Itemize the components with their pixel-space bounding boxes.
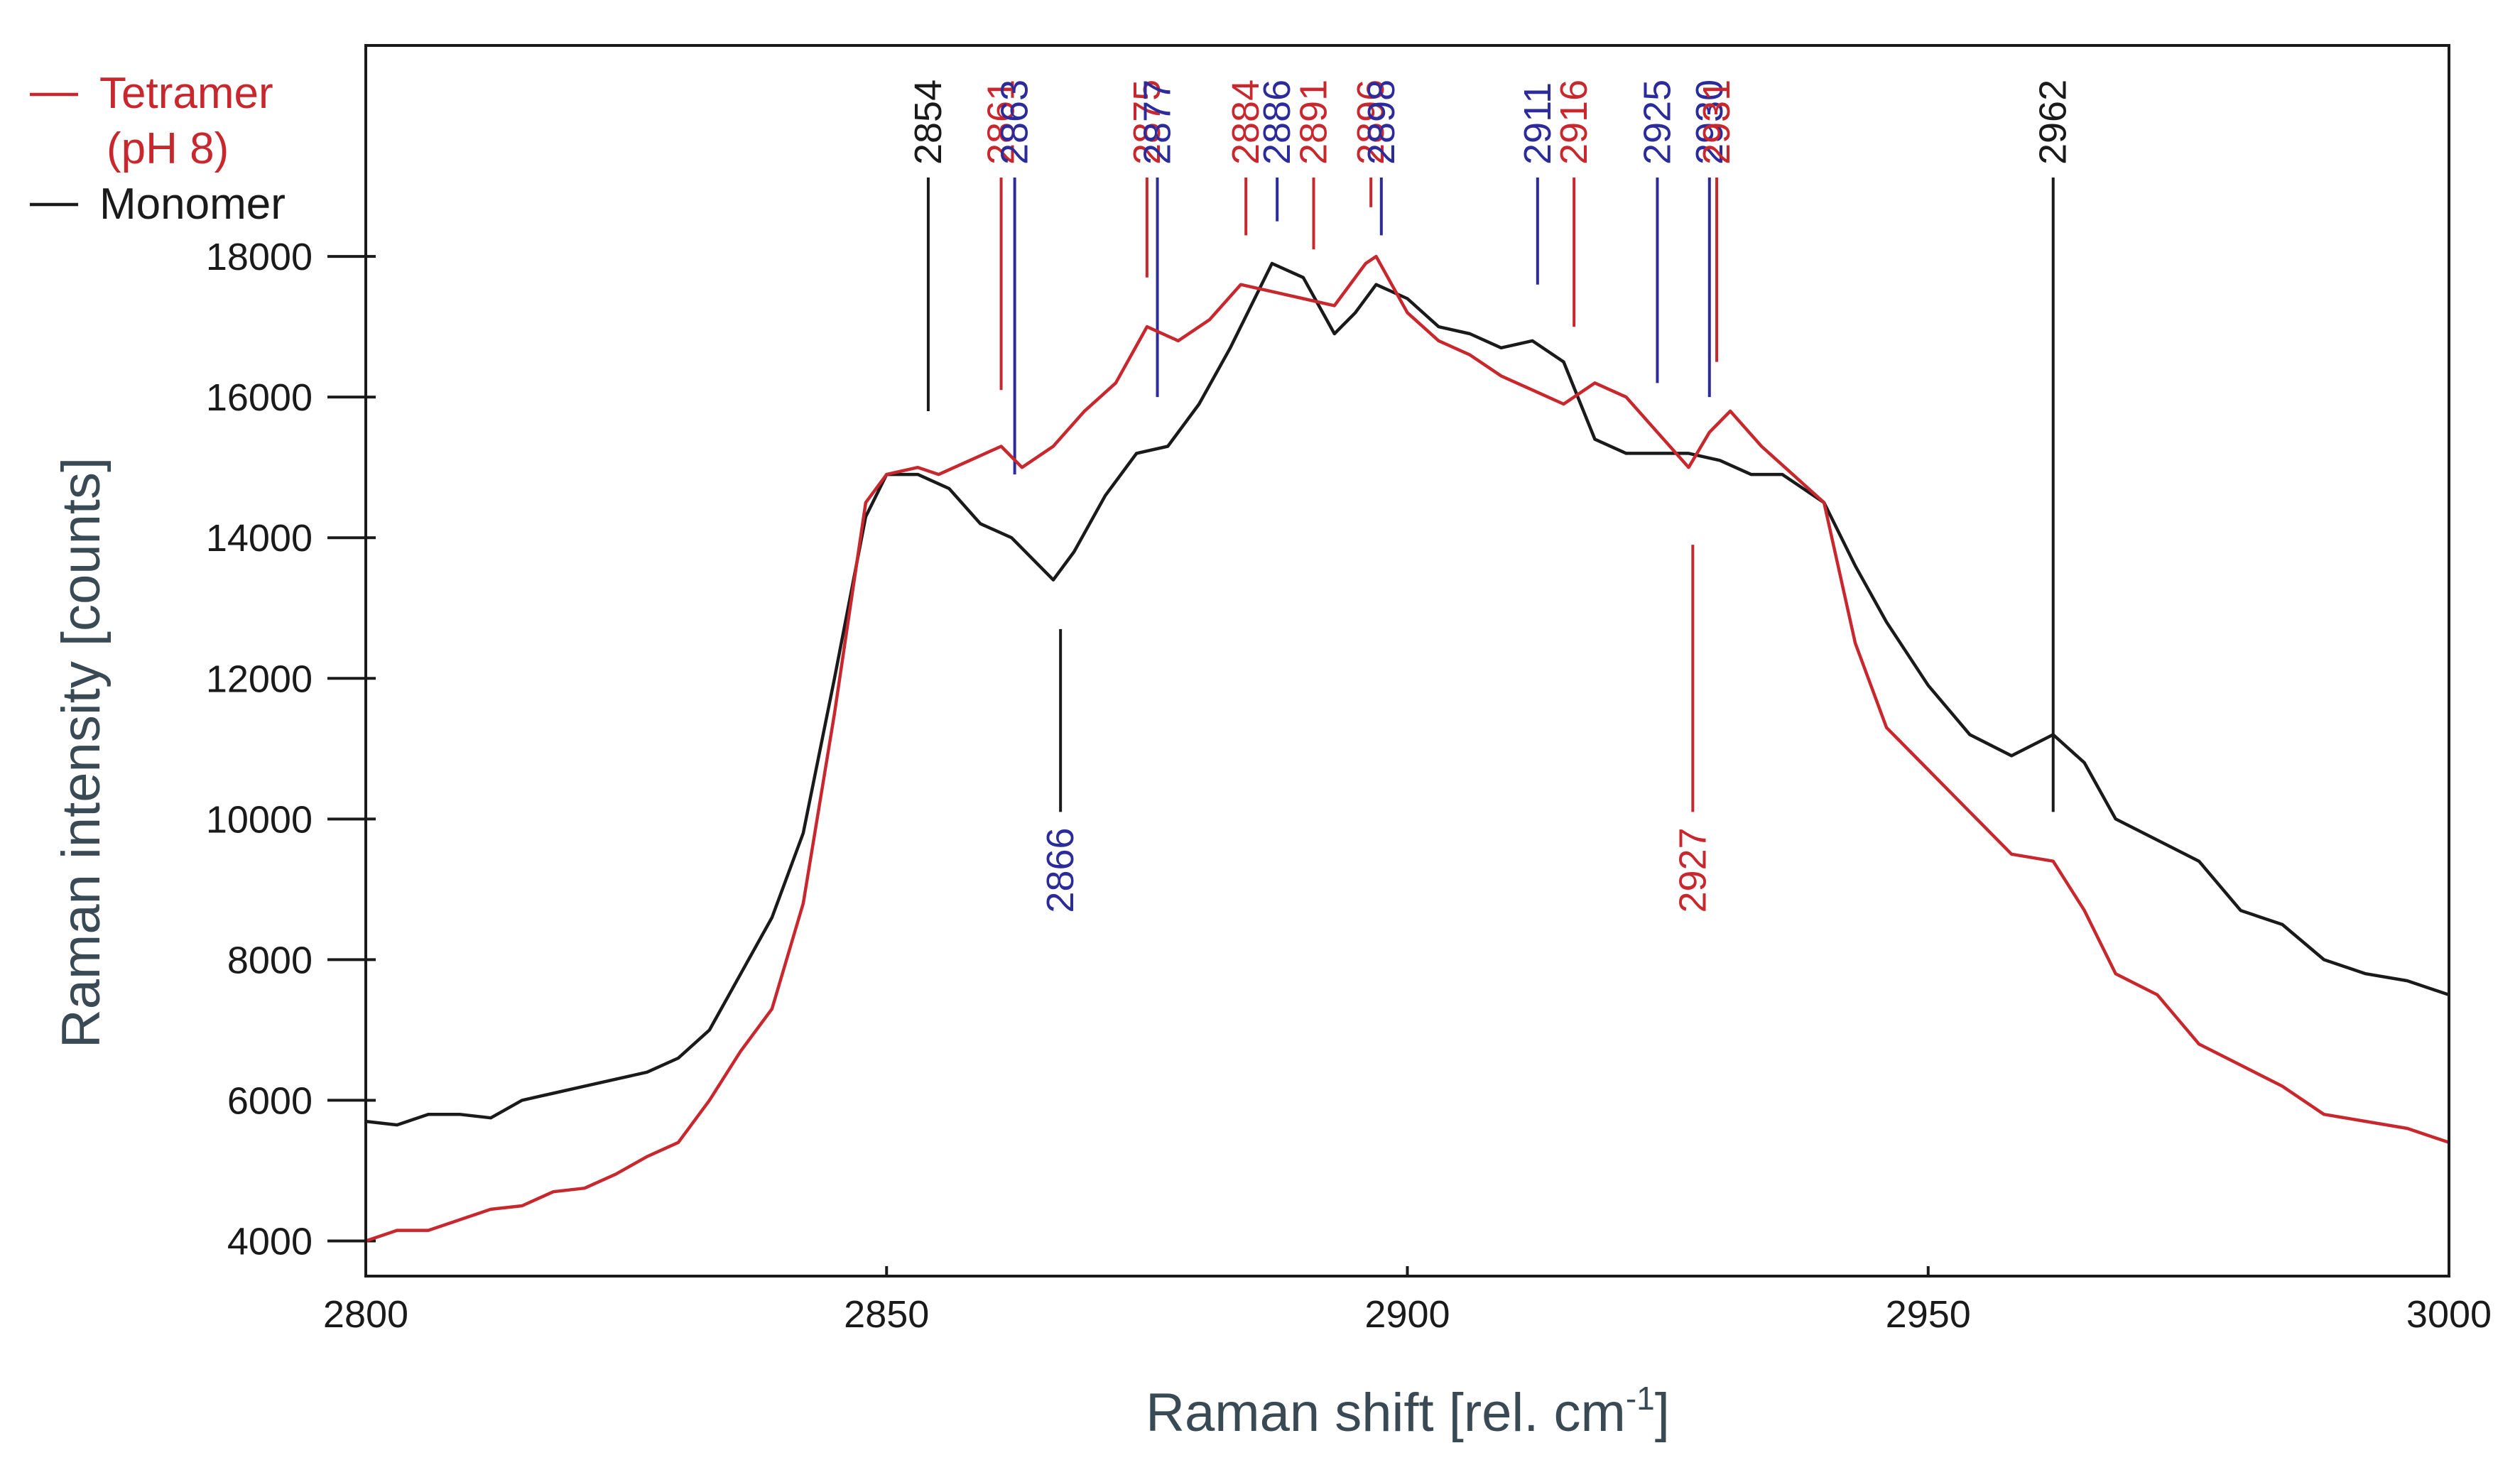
peak-label-2916: 2916 xyxy=(1553,80,1595,165)
peak-label-2875: 2875 xyxy=(1126,80,1168,165)
peak-label-2931: 2931 xyxy=(1695,80,1738,165)
series-layer xyxy=(365,254,2450,1243)
x-tick-label-2950: 2950 xyxy=(1886,1293,1971,1336)
x-axis-title-sup: -1 xyxy=(1626,1380,1655,1417)
y-tick-label-18000: 18000 xyxy=(206,236,313,278)
y-tick-label-10000: 10000 xyxy=(206,798,313,841)
peak-label-2925: 2925 xyxy=(1636,80,1678,165)
peak-label-2884: 2884 xyxy=(1224,80,1267,165)
x-tick-label-2850: 2850 xyxy=(844,1293,929,1336)
peak-label-2898: 2898 xyxy=(1360,80,1403,165)
x-tick-label-2900: 2900 xyxy=(1364,1293,1450,1336)
peak-label-2854: 2854 xyxy=(907,80,950,165)
y-axis-title: Raman intensity [counts] xyxy=(51,457,112,1048)
peak-label-2891: 2891 xyxy=(1293,80,1335,165)
y-tick-label-16000: 16000 xyxy=(206,376,313,419)
y-tick-label-8000: 8000 xyxy=(227,939,313,981)
y-tick-label-4000: 4000 xyxy=(227,1220,313,1263)
y-tick-label-14000: 14000 xyxy=(206,517,313,560)
x-axis-title-end: ] xyxy=(1655,1383,1670,1443)
peak-label-2911: 2911 xyxy=(1516,82,1559,165)
peak-label-2863: 2863 xyxy=(994,80,1036,165)
peak-label-2886: 2886 xyxy=(1256,80,1298,165)
x-tick-label-3000: 3000 xyxy=(2406,1293,2492,1336)
series-line-tetramer-ph-8 xyxy=(365,254,2450,1243)
y-tick-label-6000: 6000 xyxy=(227,1079,313,1122)
series-line-monomer xyxy=(365,261,2450,1127)
peak-label-2896: 2896 xyxy=(1349,80,1392,165)
y-tick-label-12000: 12000 xyxy=(206,658,313,700)
legend-label-monomer: Monomer xyxy=(99,180,286,229)
legend-label-tetramer: Tetramer xyxy=(99,69,273,118)
peak-label-2962: 2962 xyxy=(2032,80,2075,165)
x-axis-title: Raman shift [rel. cm-1] xyxy=(1146,1380,1670,1443)
legend: Tetramer (pH 8) Monomer xyxy=(30,69,286,229)
peak-label-2866: 2866 xyxy=(1039,827,1082,913)
peak-label-2861: 2861 xyxy=(980,80,1023,165)
axes-layer: 2800 2850 2900 2950 3000 4000 6000 8000 10000 120… xyxy=(206,236,2492,1336)
legend-label-tetramer-ph: (pH 8) xyxy=(107,124,229,173)
x-tick-label-2800: 2800 xyxy=(323,1293,408,1336)
peak-label-2877: 2877 xyxy=(1136,80,1179,165)
plot-frame xyxy=(364,44,2450,1278)
peak-label-2930: 2930 xyxy=(1688,80,1731,165)
peak-label-2927: 2927 xyxy=(1671,827,1714,913)
x-axis-title-main: Raman shift [rel. cm xyxy=(1146,1383,1626,1443)
